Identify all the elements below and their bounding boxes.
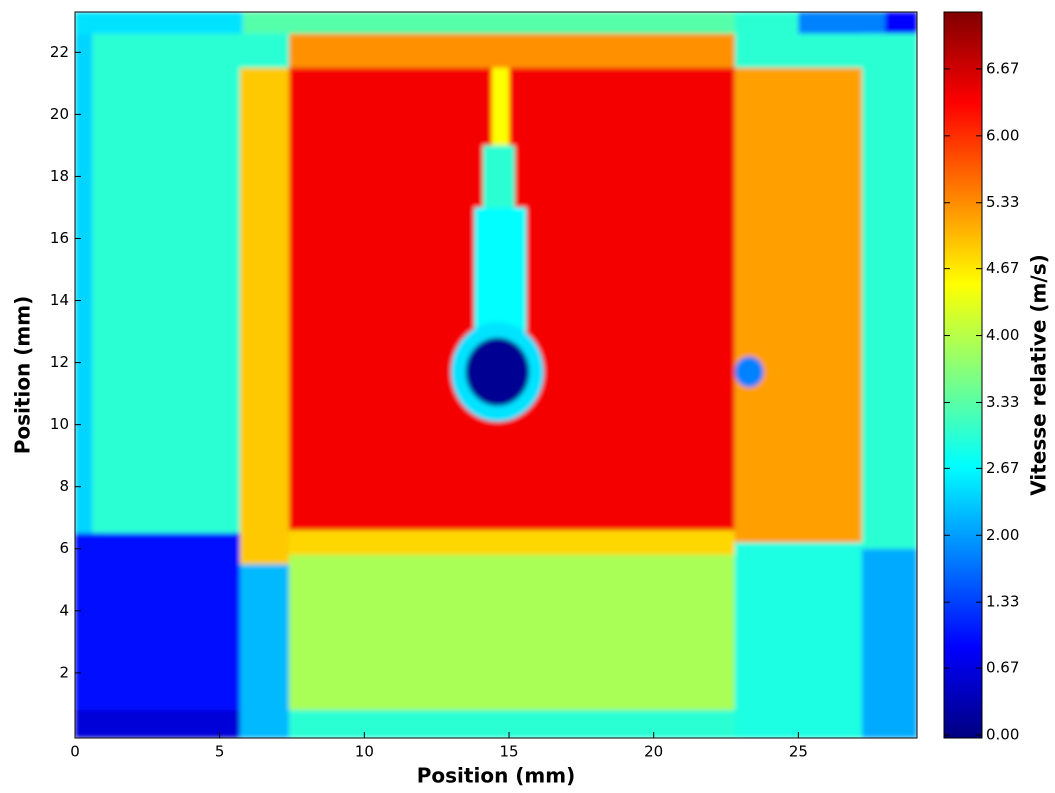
heat-cell — [239, 564, 290, 738]
colorbar-tick-label: 0.67 — [986, 659, 1019, 677]
y-tick-label: 8 — [59, 477, 69, 495]
colorbar-tick-label: 2.67 — [986, 459, 1019, 477]
y-tick-label: 18 — [50, 167, 69, 185]
x-tick-label: 15 — [499, 743, 518, 761]
colorbar-tick-label: 6.67 — [986, 59, 1019, 77]
heat-cell — [885, 12, 917, 34]
heat-cell — [289, 554, 735, 711]
colorbar-label: Vitesse relative (m/s) — [1027, 254, 1051, 496]
heat-cell — [491, 67, 510, 146]
heat-cell — [734, 67, 863, 543]
y-tick-label: 16 — [50, 229, 69, 247]
x-tick-label: 0 — [70, 743, 80, 761]
y-tick-label: 10 — [50, 415, 69, 433]
heatmap — [75, 12, 917, 738]
heat-cell — [798, 12, 886, 34]
colorbar-tick-label: 6.00 — [986, 126, 1019, 144]
x-tick-label: 20 — [644, 743, 663, 761]
colorbar — [943, 11, 983, 739]
heat-spot — [465, 337, 530, 407]
heat-spot — [734, 356, 764, 388]
y-tick-label: 12 — [50, 353, 69, 371]
colorbar-tick-label: 4.67 — [986, 259, 1019, 277]
colorbar-tick-label: 5.33 — [986, 193, 1019, 211]
heat-cell — [239, 67, 290, 565]
x-tick-label: 5 — [215, 743, 225, 761]
y-tick-label: 6 — [59, 539, 69, 557]
x-axis-label: Position (mm) — [417, 764, 575, 788]
heat-cell — [75, 710, 240, 738]
colorbar-tick-label: 2.00 — [986, 526, 1019, 544]
heat-cell — [734, 542, 863, 738]
heat-cell — [862, 33, 917, 549]
y-tick-label: 2 — [59, 663, 69, 681]
heat-cell — [242, 12, 735, 34]
colorbar-tick-label: 1.33 — [986, 593, 1019, 611]
x-tick-label: 10 — [355, 743, 374, 761]
y-tick-label: 20 — [50, 105, 69, 123]
y-axis-label: Position (mm) — [11, 296, 35, 454]
heat-cell — [862, 548, 917, 738]
heat-cell — [75, 12, 243, 34]
heat-cell — [474, 207, 527, 332]
heat-cell — [75, 533, 240, 738]
plot-frame — [74, 11, 918, 739]
y-tick-label: 22 — [50, 43, 69, 61]
colorbar-tick-label: 0.00 — [986, 726, 1019, 744]
x-tick-label: 25 — [789, 743, 808, 761]
heat-cell — [289, 33, 735, 68]
y-tick-label: 4 — [59, 601, 69, 619]
heat-cell — [75, 33, 93, 534]
colorbar-tick-label: 3.33 — [986, 393, 1019, 411]
y-tick-label: 14 — [50, 291, 69, 309]
colorbar-tick-label: 4.00 — [986, 326, 1019, 344]
heat-cell — [289, 530, 735, 555]
heat-cell — [482, 145, 515, 208]
